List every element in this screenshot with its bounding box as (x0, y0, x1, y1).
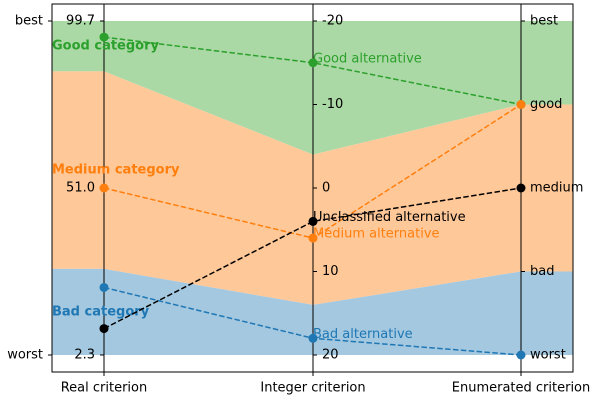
alternative-point (99, 183, 109, 193)
y-tick-label: bad (530, 264, 554, 279)
category-label: Good category (52, 39, 160, 54)
y-tick-label: 2.3 (74, 348, 95, 363)
y-tick-label: best (530, 14, 558, 29)
alternative-point (99, 324, 109, 334)
y-tick-label: -20 (322, 14, 343, 29)
alternative-point (99, 32, 109, 42)
axis-label: Integer criterion (260, 381, 365, 396)
category-label: Medium category (52, 163, 180, 178)
alternative-point (99, 282, 109, 292)
alternative-point (516, 183, 526, 193)
y-tick-label: 20 (322, 348, 339, 363)
alternative-point (308, 216, 318, 226)
y-tick-label: 99.7 (66, 14, 95, 29)
y-tick-label: medium (530, 181, 583, 196)
alternative-point (308, 233, 318, 243)
y-tick-label: 10 (322, 264, 339, 279)
alternative-point (516, 100, 526, 109)
scale-label: best (15, 14, 43, 29)
alternative-point (516, 350, 526, 360)
alternative-label: Medium alternative (313, 227, 440, 242)
alternative-point (308, 333, 318, 343)
alternative-label: Good alternative (313, 51, 422, 66)
category-label: Bad category (52, 305, 150, 320)
y-tick-label: -10 (322, 97, 343, 112)
y-tick-label: good (530, 97, 562, 112)
alternative-label: Bad alternative (313, 327, 413, 342)
y-tick-label: 51.0 (66, 181, 95, 196)
scale-label: worst (7, 348, 43, 363)
y-tick-label: 0 (322, 181, 330, 196)
axis-label: Real criterion (61, 381, 148, 396)
alternative-point (308, 58, 318, 68)
alternative-line (103, 187, 522, 330)
axis-label: Enumerated criterion (452, 381, 591, 396)
alternative-label: Unclassified alternative (313, 210, 466, 225)
y-tick-label: worst (530, 348, 566, 363)
